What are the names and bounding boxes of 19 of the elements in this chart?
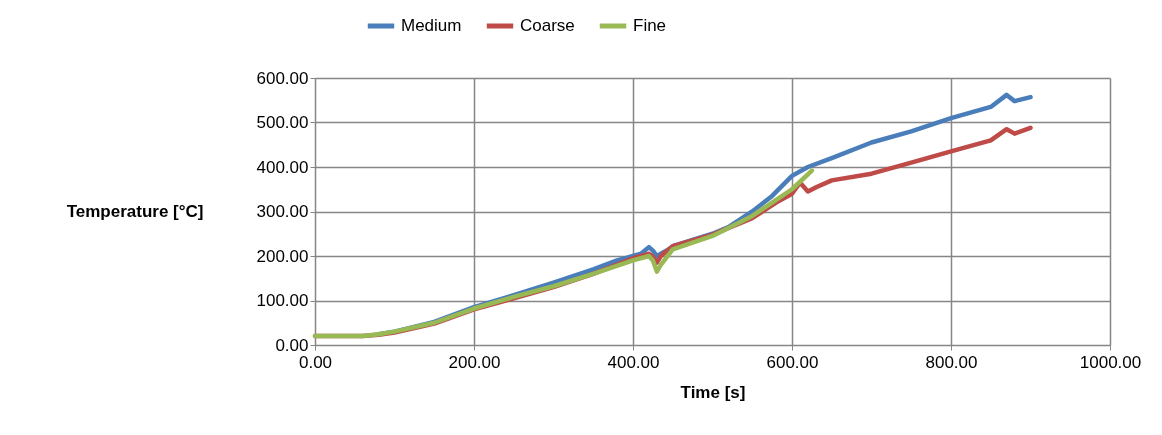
y-tick-label: 100.00 xyxy=(256,291,309,310)
x-tick-label: 0.00 xyxy=(298,352,333,372)
y-tick-label: 0.00 xyxy=(275,335,309,355)
y-axis-title: Temperature [°C] xyxy=(66,201,204,221)
y-tick-label: 400.00 xyxy=(256,157,309,177)
x-axis-title: Time [s] xyxy=(680,382,746,402)
y-tick-label: 600.00 xyxy=(256,68,309,88)
y-tick-label: 300.00 xyxy=(256,202,309,221)
legend-label: Coarse xyxy=(520,16,575,35)
x-tick-label: 1000.00 xyxy=(1079,352,1142,372)
legend-label: Fine xyxy=(633,16,667,35)
line-series xyxy=(312,168,815,339)
x-tick-label: 200.00 xyxy=(448,352,501,372)
x-tick-label: 800.00 xyxy=(925,352,978,372)
x-tick-label: 600.00 xyxy=(766,352,819,372)
y-tick-label: 200.00 xyxy=(256,246,309,266)
legend-label: Medium xyxy=(401,16,462,35)
x-tick-label: 400.00 xyxy=(607,352,660,372)
y-tick-label: 500.00 xyxy=(256,113,309,132)
